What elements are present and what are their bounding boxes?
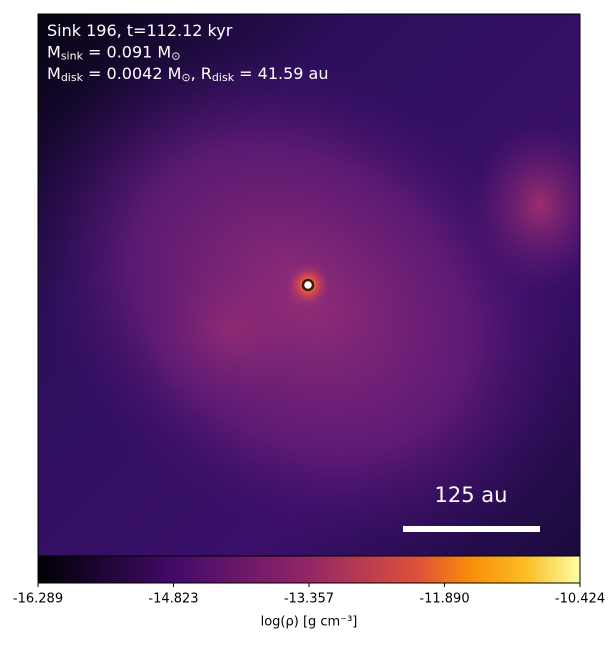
colorbar — [37, 555, 581, 584]
annotation-line: Msink = 0.091 M⊙ — [47, 42, 180, 63]
sink-marker — [301, 278, 315, 292]
annotation-text: Sink 196, t=112.12 kyr — [47, 21, 233, 40]
annotation-text: , R — [191, 64, 212, 83]
annotation-text: = 41.59 au — [234, 64, 328, 83]
annotation-line: Sink 196, t=112.12 kyr — [47, 21, 233, 40]
annotation-subscript: ⊙ — [171, 50, 180, 63]
annotation-subscript: sink — [61, 50, 84, 63]
annotation-subscript: ⊙ — [181, 71, 190, 84]
colorbar-label: log(ρ) [g cm⁻³] — [261, 615, 358, 630]
colorbar-tick-label: -14.823 — [148, 592, 198, 607]
scale-bar — [403, 526, 540, 532]
annotation-text: M — [47, 64, 61, 83]
scale-bar-label: 125 au — [435, 483, 508, 507]
annotation-text: = 0.0042 M — [83, 64, 181, 83]
annotation-line: Mdisk = 0.0042 M⊙, Rdisk = 41.59 au — [47, 64, 328, 85]
annotation-text: = 0.091 M — [83, 42, 171, 61]
colorbar-tick-label: -10.424 — [555, 592, 605, 607]
annotation-text: M — [47, 42, 61, 61]
annotation-subscript: disk — [212, 71, 235, 84]
annotation-subscript: disk — [61, 71, 84, 84]
colorbar-tick-label: -16.289 — [13, 592, 63, 607]
colorbar-tick-label: -13.357 — [284, 592, 334, 607]
colorbar-tick-label: -11.890 — [419, 592, 469, 607]
colorbar-ticks: -16.289 -14.823 -13.357 -11.890 -10.424 — [13, 583, 605, 607]
